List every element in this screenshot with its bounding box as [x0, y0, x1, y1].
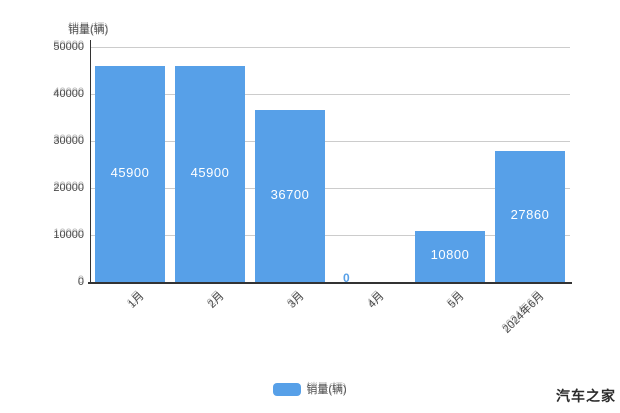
y-axis-title: 销量(辆) [68, 24, 109, 36]
bar-2月[interactable]: 45900 [175, 66, 245, 282]
x-axis-tick-label: 3月 [286, 290, 307, 311]
gridline [90, 141, 570, 142]
legend-swatch-icon [273, 382, 302, 396]
gridline [90, 47, 570, 48]
x-axis-tick-label: 1月 [126, 290, 147, 311]
x-axis-tick-label: 2月 [206, 290, 227, 311]
x-axis-tick-label: 5月 [446, 290, 467, 311]
y-axis-tick-label: 20000 [53, 182, 84, 194]
x-axis-tick-label: 2024年6月 [500, 290, 547, 336]
watermark-autohome: 汽车之家 [556, 388, 616, 404]
bar-value-label: 36700 [270, 187, 310, 202]
bar-value-label: 10800 [430, 247, 470, 262]
y-axis-tick-label: 10000 [53, 229, 84, 241]
bar-value-label: 27860 [510, 207, 550, 222]
y-axis-tick-label: 40000 [53, 88, 84, 100]
gridline [90, 235, 570, 236]
y-axis-tick-label: 0 [77, 276, 84, 288]
x-axis-tick-label: 4月 [366, 290, 387, 311]
legend-item[interactable]: 销量(辆) [0, 381, 620, 397]
bar-value-label: 45900 [110, 165, 150, 180]
y-axis-tick-label: 30000 [53, 135, 84, 147]
gridline [90, 94, 570, 95]
bar-3月[interactable]: 36700 [255, 110, 325, 282]
bar-1月[interactable]: 45900 [95, 66, 165, 282]
bar-value-label-zero: 0 [343, 271, 350, 285]
y-axis-line [90, 40, 91, 284]
x-axis-line [88, 282, 572, 284]
bar-5月[interactable]: 10800 [415, 231, 485, 282]
legend-label: 销量(辆) [306, 384, 347, 396]
bar-2024年6月[interactable]: 27860 [495, 151, 565, 282]
gridline [90, 188, 570, 189]
bar-value-label: 45900 [190, 165, 230, 180]
y-axis-tick-label: 50000 [53, 41, 84, 53]
